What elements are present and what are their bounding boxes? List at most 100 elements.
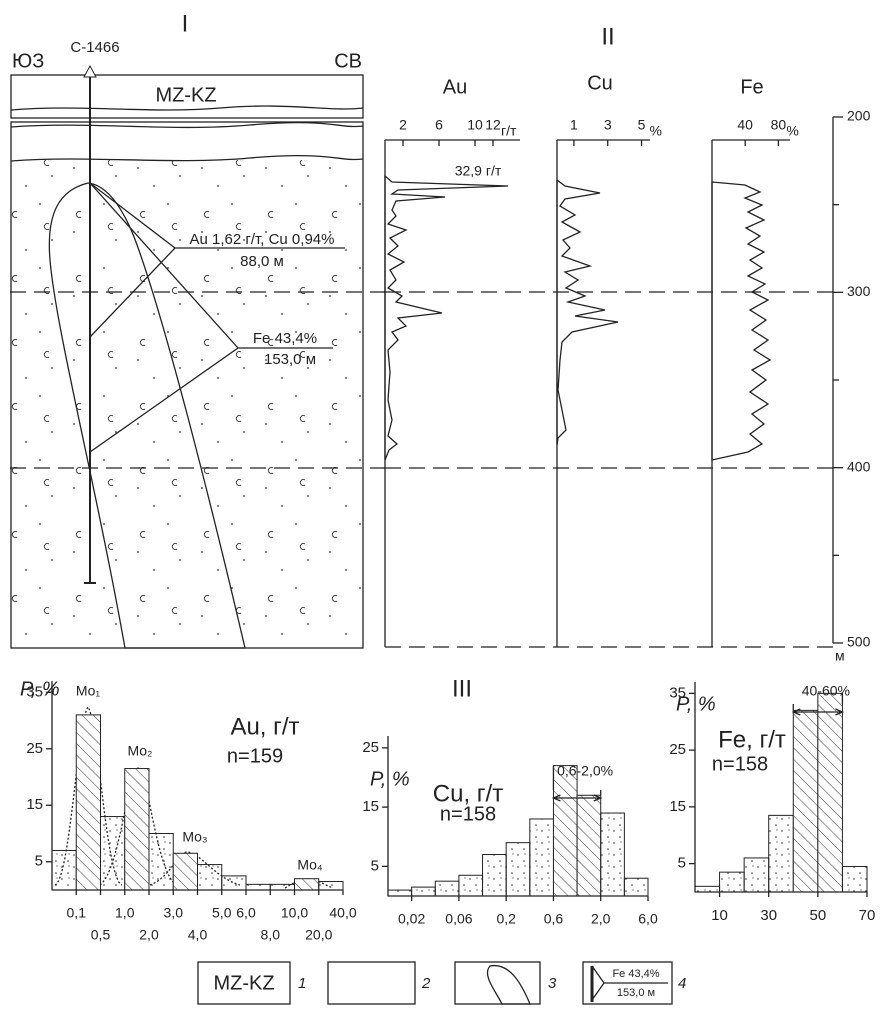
y-tick-label: 5 xyxy=(35,853,43,870)
x-tick-label: 8,0 xyxy=(261,927,281,943)
sample-size: n=158 xyxy=(712,753,768,775)
legend-callout xyxy=(591,965,668,1001)
y-axis-label: P, % xyxy=(676,693,716,715)
range-label: 40-60% xyxy=(802,683,850,699)
panel-unit: % xyxy=(650,123,662,139)
panel-unit: г/т xyxy=(501,123,517,139)
x-tick-label: 2,0 xyxy=(591,911,611,927)
histogram-bar xyxy=(792,709,819,893)
x-tick-label: 2,0 xyxy=(139,927,159,943)
callout-text: Au 1,62 г/т, Cu 0,94% xyxy=(190,231,335,248)
x-tick-label: 0,1 xyxy=(67,905,87,921)
right-label: СВ xyxy=(334,50,362,72)
legend-box xyxy=(582,961,673,1005)
legend-sample: 153,0 м xyxy=(617,987,655,999)
callout-text: 153,0 м xyxy=(264,351,316,368)
sample-size: n=159 xyxy=(227,745,283,767)
x-tick-label: 0,06 xyxy=(445,911,472,927)
histogram-bar xyxy=(387,889,413,897)
depth-tick-label: 200 xyxy=(847,108,871,124)
histogram-bar xyxy=(269,883,295,891)
x-tick-label: 0,6 xyxy=(544,911,564,927)
y-tick-label: 35 xyxy=(26,683,43,700)
x-tick-label: 10,0 xyxy=(281,905,308,921)
x-tick-label: 30 xyxy=(760,907,777,924)
histogram-bar xyxy=(768,814,794,893)
histogram-bar xyxy=(719,871,745,893)
callout-text: 88,0 м xyxy=(240,253,284,270)
profiles-title: II xyxy=(601,23,614,50)
depth-unit: м xyxy=(835,648,845,664)
legend-box xyxy=(197,961,291,1005)
left-label: ЮЗ xyxy=(12,50,44,72)
depth-tick-label: 300 xyxy=(847,283,871,299)
wavy-line xyxy=(10,121,364,129)
histogram-bar xyxy=(552,765,578,897)
histogram-bar xyxy=(294,878,320,891)
mode-label: Mo₁ xyxy=(76,683,100,699)
panel-tick-label: 5 xyxy=(638,117,646,133)
well-symbol xyxy=(83,64,97,78)
panel-name: Au xyxy=(443,76,467,98)
x-tick-label: 40,0 xyxy=(329,905,356,921)
x-tick-label: 5,0 xyxy=(212,905,232,921)
cover-box xyxy=(10,74,364,119)
x-tick-label: 0,2 xyxy=(496,911,516,927)
histogram-bar xyxy=(124,768,150,891)
wavy-line xyxy=(10,154,364,162)
range-label: 0,6-2,0% xyxy=(557,763,613,779)
histogram-bar xyxy=(482,854,507,897)
histogram-bar xyxy=(576,794,602,897)
y-tick-label: 15 xyxy=(26,796,43,813)
depth-tick-label: 400 xyxy=(847,458,871,474)
panel-unit: % xyxy=(786,123,798,139)
y-tick-label: 25 xyxy=(26,740,43,757)
panel-tick-label: 10 xyxy=(467,117,483,133)
x-tick-label: 3,0 xyxy=(164,905,184,921)
mode-label: Mo₂ xyxy=(128,743,153,759)
legend-box xyxy=(327,961,416,1005)
y-axis-label: P, % xyxy=(20,678,60,700)
x-tick-label: 0,02 xyxy=(398,911,425,927)
histogram-bar xyxy=(100,816,126,891)
chart-title: Fe, г/т xyxy=(718,726,786,753)
panel-tick-label: 12 xyxy=(485,117,501,133)
panel-tick-label: 2 xyxy=(399,117,407,133)
x-tick-label: 20,0 xyxy=(305,927,332,943)
legend-symbol: MZ-KZ xyxy=(213,972,274,994)
range-arrow xyxy=(791,708,845,716)
histogram-bar xyxy=(172,852,198,891)
fe-profile xyxy=(711,181,772,461)
mode-label: Mo₃ xyxy=(182,829,207,845)
histogram-bar xyxy=(505,842,531,897)
cu-profile xyxy=(556,178,619,446)
panel-tick-label: 80 xyxy=(771,117,787,133)
y-tick-label: 25 xyxy=(669,741,686,758)
sample-size: n=158 xyxy=(440,803,496,825)
histogram-bar xyxy=(743,857,770,893)
histogram-bar xyxy=(148,833,174,891)
histogram-bar xyxy=(817,692,843,893)
histogram-bar xyxy=(51,849,77,891)
histogram-bar xyxy=(694,885,721,893)
x-tick-label: 4,0 xyxy=(188,927,208,943)
section-title: I xyxy=(182,10,189,37)
x-tick-label: 6,0 xyxy=(638,911,658,927)
wavy-line xyxy=(10,105,364,111)
callout-line xyxy=(89,182,333,453)
y-tick-label: 5 xyxy=(371,857,379,874)
panel-tick-label: 40 xyxy=(737,117,753,133)
legend-ore xyxy=(486,964,531,1005)
chart-title: Au, г/т xyxy=(230,713,299,740)
histogram-bar xyxy=(623,877,649,897)
panel-tick-label: 1 xyxy=(570,117,578,133)
panel-name: Cu xyxy=(587,72,613,94)
host-rock xyxy=(11,160,363,648)
legend-sample: Fe 43,4% xyxy=(612,968,659,980)
histogram-bar xyxy=(458,874,484,897)
x-tick-label: 50 xyxy=(810,907,827,924)
histogram-bar xyxy=(75,714,101,891)
histogram-bar xyxy=(411,886,436,897)
x-tick-label: 6,0 xyxy=(236,905,256,921)
